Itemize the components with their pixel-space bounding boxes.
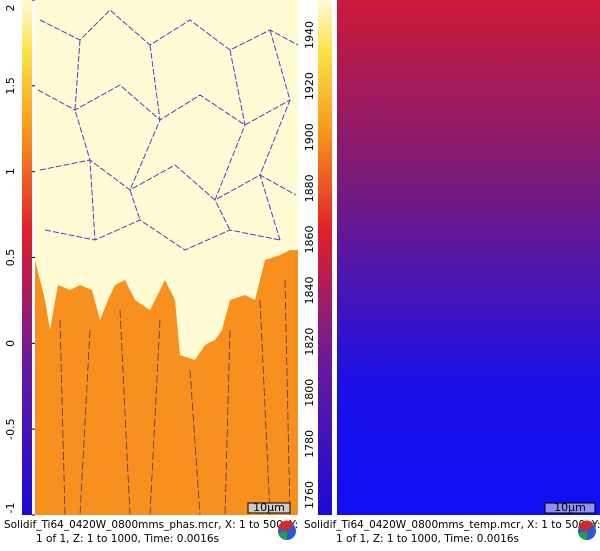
colorbar-tick-label: 1860: [303, 225, 316, 253]
colorbar-tick-label: 1760: [303, 481, 316, 509]
grain-boundaries: [37, 9, 299, 251]
icon: [578, 520, 596, 541]
caption: 1 of 1, Z: 1 to 1000, Time: 0.0016s: [36, 533, 219, 545]
scale-bar-label: 10µm: [554, 501, 586, 514]
colorbar-tick-label: 1880: [303, 174, 316, 202]
colorbar-tick-label: 1940: [303, 21, 316, 49]
caption: 1 of 1, Z: 1 to 1000, Time: 0.0016s: [336, 533, 519, 545]
colorbar-tick-label: 1780: [303, 430, 316, 458]
scale-bar: [247, 502, 291, 514]
caption: Solidif_Ti64_0420W_0800mms_phas.mcr, X: …: [4, 519, 298, 531]
solid-region: [35, 250, 298, 515]
colorbar-tick-label: 0.5: [4, 249, 17, 267]
colorbar-tick-label: 1900: [303, 123, 316, 151]
dendrite-lines: [59, 279, 291, 516]
colorbar: [318, 0, 332, 515]
colorbar-tick-label: 1920: [303, 72, 316, 100]
colorbar-tick-label: -1: [4, 503, 17, 514]
colorbar-tick-label: 1.5: [4, 77, 17, 95]
caption: Solidif_Ti64_0420W_0800mms_temp.mcr, X: …: [304, 519, 600, 531]
colorbar: [22, 0, 32, 515]
colorbar-tick-label: 1840: [303, 277, 316, 305]
colorbar-tick-label: 2: [4, 5, 17, 12]
colorbar-tick-label: 1800: [303, 379, 316, 407]
scale-bar-label: 10µm: [253, 501, 285, 514]
icon: [278, 520, 296, 541]
temperature-map: [337, 0, 600, 515]
colorbar-tick-label: 0: [4, 340, 17, 347]
colorbar-tick-label: 1: [4, 168, 17, 175]
scale-bar: [544, 502, 596, 514]
colorbar-tick-label: 1820: [303, 328, 316, 356]
colorbar-tick-label: -0.5: [4, 418, 17, 439]
